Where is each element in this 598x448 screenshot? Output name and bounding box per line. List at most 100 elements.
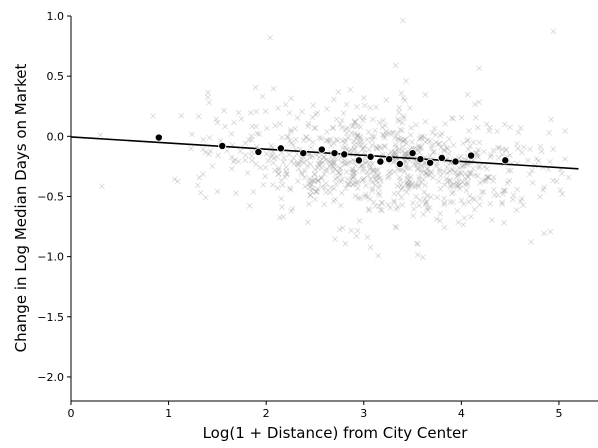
raw-point-stroke (308, 144, 314, 151)
raw-point-stroke (395, 116, 402, 123)
raw-point-stroke (487, 153, 494, 160)
raw-point-stroke (506, 177, 513, 184)
raw-point-marker (422, 91, 429, 98)
raw-point-marker (308, 188, 315, 195)
raw-point-stroke (424, 137, 431, 143)
raw-point-marker (437, 172, 444, 179)
raw-point-stroke (174, 178, 181, 185)
raw-point-marker (369, 185, 376, 192)
raw-point-stroke (329, 168, 336, 175)
raw-point-stroke (341, 139, 348, 146)
raw-point-stroke (406, 177, 412, 183)
raw-point-marker (443, 175, 450, 182)
raw-point-stroke (269, 152, 276, 158)
raw-point-marker (360, 175, 367, 182)
raw-point-stroke (416, 176, 423, 183)
raw-point-stroke (296, 160, 303, 167)
raw-point-stroke (331, 166, 338, 173)
raw-point-marker (418, 163, 425, 170)
raw-point-stroke (278, 134, 285, 141)
raw-point-marker (461, 162, 468, 169)
raw-point-stroke (422, 182, 429, 189)
raw-point-stroke (287, 128, 294, 135)
raw-point-stroke (456, 155, 462, 161)
raw-point-stroke (196, 174, 203, 181)
raw-point-marker (538, 148, 545, 155)
raw-point-marker (369, 137, 375, 144)
raw-point-marker (341, 157, 348, 164)
raw-point-stroke (464, 181, 471, 188)
raw-point-stroke (461, 175, 468, 182)
raw-point-stroke (330, 160, 337, 167)
raw-point-marker (440, 168, 447, 175)
raw-point-marker (322, 156, 329, 163)
raw-point-stroke (379, 199, 386, 206)
raw-point-stroke (326, 138, 333, 145)
raw-point-stroke (406, 183, 412, 190)
raw-point-marker (376, 192, 383, 199)
raw-point-marker (348, 130, 355, 137)
raw-point-stroke (387, 168, 394, 175)
raw-point-marker (366, 146, 373, 153)
raw-point-stroke (330, 156, 337, 163)
raw-point-stroke (329, 163, 336, 169)
raw-point-marker (223, 147, 230, 154)
raw-point-stroke (314, 109, 321, 116)
raw-point-stroke (412, 181, 419, 188)
raw-point-stroke (448, 160, 454, 167)
raw-point-stroke (368, 179, 375, 186)
raw-point-stroke (309, 185, 316, 192)
raw-point-marker (467, 170, 474, 177)
raw-point-stroke (378, 145, 385, 152)
raw-point-marker (304, 219, 311, 226)
raw-point-marker (437, 210, 444, 217)
raw-point-stroke (450, 167, 457, 173)
raw-point-stroke (375, 172, 382, 179)
raw-point-stroke (418, 143, 424, 150)
raw-point-stroke (150, 112, 156, 119)
raw-point-stroke (499, 146, 506, 153)
raw-point-stroke (349, 174, 356, 181)
raw-point-stroke (317, 158, 324, 165)
raw-point-stroke (503, 146, 509, 153)
raw-point-stroke (353, 233, 360, 239)
raw-point-stroke (242, 152, 249, 159)
raw-point-stroke (418, 163, 425, 170)
raw-point-marker (357, 114, 364, 121)
fit-line (70, 136, 579, 170)
raw-point-stroke (499, 151, 506, 158)
raw-point-stroke (197, 189, 204, 196)
raw-point-stroke (312, 188, 319, 195)
raw-point-marker (305, 120, 312, 127)
raw-point-marker (477, 179, 484, 186)
raw-point-stroke (280, 159, 287, 166)
raw-point-stroke (354, 132, 361, 139)
raw-point-stroke (307, 192, 314, 199)
raw-point-marker (377, 206, 384, 213)
raw-point-marker (553, 178, 560, 185)
raw-point-marker (246, 136, 253, 143)
raw-point-marker (447, 178, 454, 185)
raw-point-stroke (376, 203, 383, 210)
raw-point-stroke (432, 139, 439, 146)
raw-point-marker (482, 178, 489, 185)
raw-point-stroke (421, 134, 428, 141)
raw-point-stroke (378, 199, 385, 206)
raw-point-stroke (392, 151, 399, 158)
raw-point-stroke (415, 142, 422, 149)
raw-point-stroke (342, 137, 349, 143)
raw-point-marker (422, 182, 429, 189)
raw-point-stroke (500, 191, 506, 197)
raw-point-stroke (305, 200, 312, 207)
raw-point-stroke (466, 193, 473, 199)
raw-point-stroke (500, 191, 506, 197)
raw-point-stroke (283, 168, 289, 175)
raw-point-stroke (441, 140, 448, 147)
raw-point-stroke (323, 180, 329, 187)
raw-point-stroke (453, 178, 460, 185)
raw-point-stroke (361, 143, 368, 150)
raw-point-stroke (202, 194, 209, 201)
raw-point-stroke (282, 173, 289, 180)
raw-point-marker (307, 161, 314, 168)
raw-point-stroke (350, 157, 357, 164)
